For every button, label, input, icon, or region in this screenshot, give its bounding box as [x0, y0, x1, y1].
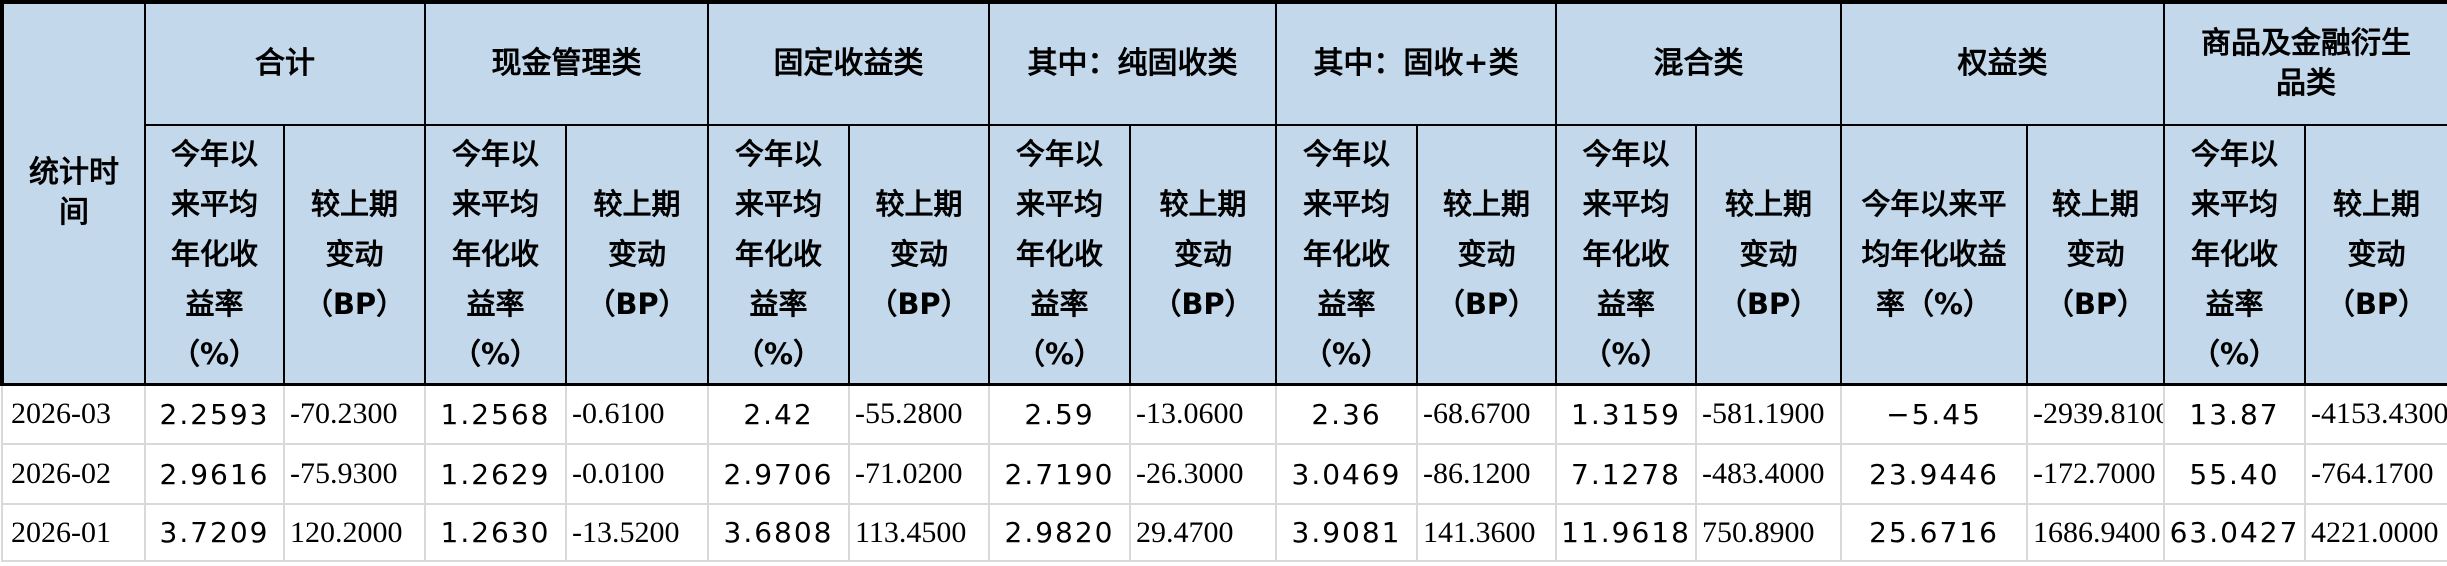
cell-bp[interactable]: -55.2800	[848, 383, 990, 445]
subheader-bp-total[interactable]: 较上期 变动 （BP）	[283, 124, 426, 386]
cell-bp[interactable]: -172.7000	[2026, 443, 2166, 505]
row-date[interactable]: 2026-03	[1, 383, 146, 445]
subheader-bp-fixed-plus[interactable]: 较上期 变动 （BP）	[1415, 124, 1558, 386]
cell-bp[interactable]: -4153.4300	[2304, 383, 2447, 445]
cell-bp[interactable]: -13.0600	[1129, 383, 1277, 445]
table-row-2026-01: 2026-01 3.7209 120.2000 1.2630 -13.5200 …	[1, 503, 2447, 562]
cell-yield[interactable]: 3.6808	[707, 503, 850, 562]
sub-header-row: 今年以 来平均 年化收 益率 （%） 较上期 变动 （BP） 今年以 来平均 年…	[2, 124, 2447, 386]
cell-yield[interactable]: 2.9616	[144, 443, 285, 505]
table-row-2026-02: 2026-02 2.9616 -75.9300 1.2629 -0.0100 2…	[1, 443, 2447, 505]
subheader-bp-mixed[interactable]: 较上期 变动 （BP）	[1695, 124, 1843, 386]
cell-bp[interactable]: -71.0200	[848, 443, 990, 505]
table-header: 统计时 间 合计 现金管理类 固定收益类 其中：纯固收类 其中：固收+类 混合类…	[0, 0, 2447, 386]
cell-yield[interactable]: 1.2630	[424, 503, 567, 562]
cell-yield[interactable]: 3.0469	[1275, 443, 1418, 505]
cell-yield[interactable]: 55.40	[2163, 443, 2307, 505]
group-header-pure-fixed-income[interactable]: 其中：纯固收类	[988, 0, 1277, 126]
cell-bp[interactable]: -0.6100	[565, 383, 709, 445]
cell-yield[interactable]: 1.2568	[424, 383, 567, 445]
cell-yield[interactable]: 25.6716	[1840, 503, 2029, 562]
cell-bp[interactable]: -68.6700	[1415, 383, 1558, 445]
row-date[interactable]: 2026-01	[1, 503, 146, 562]
subheader-yield-mixed[interactable]: 今年以 来平均 年化收 益率 （%）	[1555, 124, 1698, 386]
subheader-bp-pure-fixed[interactable]: 较上期 变动 （BP）	[1129, 124, 1277, 386]
subheader-bp-fixed[interactable]: 较上期 变动 （BP）	[848, 124, 990, 386]
cell-yield[interactable]: 13.87	[2163, 383, 2307, 445]
cell-yield[interactable]: 2.9820	[988, 503, 1131, 562]
cell-yield[interactable]: 2.59	[988, 383, 1131, 445]
subheader-yield-cash[interactable]: 今年以 来平均 年化收 益率 （%）	[424, 124, 567, 386]
corner-header-stat-time[interactable]: 统计时 间	[0, 0, 146, 386]
group-header-row: 统计时 间 合计 现金管理类 固定收益类 其中：纯固收类 其中：固收+类 混合类…	[0, 0, 2447, 386]
cell-yield[interactable]: 3.9081	[1275, 503, 1418, 562]
subheader-bp-cash[interactable]: 较上期 变动 （BP）	[565, 124, 709, 386]
group-header-cash-management[interactable]: 现金管理类	[424, 0, 709, 126]
table-body: 2026-03 2.2593 -70.2300 1.2568 -0.6100 2…	[1, 383, 2447, 562]
cell-bp[interactable]: -86.1200	[1415, 443, 1558, 505]
group-header-derivatives[interactable]: 商品及金融衍生 品类	[2163, 0, 2447, 126]
group-header-fixed-income[interactable]: 固定收益类	[707, 0, 990, 126]
group-header-mixed[interactable]: 混合类	[1555, 0, 1843, 126]
cell-yield[interactable]: 2.9706	[707, 443, 850, 505]
cell-yield[interactable]: 1.3159	[1555, 383, 1698, 445]
cell-bp[interactable]: -13.5200	[565, 503, 709, 562]
cell-yield[interactable]: 11.9618	[1555, 503, 1698, 562]
cell-bp[interactable]: -0.0100	[565, 443, 709, 505]
cell-bp[interactable]: -581.1900	[1695, 383, 1843, 445]
cell-yield[interactable]: 1.2629	[424, 443, 567, 505]
row-date[interactable]: 2026-02	[1, 443, 146, 505]
subheader-yield-fixed[interactable]: 今年以 来平均 年化收 益率 （%）	[707, 124, 850, 386]
group-header-total[interactable]: 合计	[144, 0, 426, 126]
cell-yield[interactable]: −5.45	[1840, 383, 2029, 445]
group-header-fixed-income-plus[interactable]: 其中：固收+类	[1274, 0, 1558, 126]
cell-bp[interactable]: 4221.0000	[2304, 503, 2447, 562]
cell-bp[interactable]: 120.2000	[283, 503, 426, 562]
subheader-yield-equity[interactable]: 今年以来平 均年化收益 率（%）	[1840, 124, 2029, 386]
cell-bp[interactable]: -483.4000	[1695, 443, 1843, 505]
cell-bp[interactable]: -26.3000	[1129, 443, 1277, 505]
subheader-bp-derivatives[interactable]: 较上期 变动 （BP）	[2304, 124, 2447, 386]
cell-bp[interactable]: -764.1700	[2304, 443, 2447, 505]
subheader-yield-total[interactable]: 今年以 来平均 年化收 益率 （%）	[144, 124, 285, 386]
subheader-yield-derivatives[interactable]: 今年以 来平均 年化收 益率 （%）	[2163, 124, 2307, 386]
subheader-bp-equity[interactable]: 较上期 变动 （BP）	[2026, 124, 2166, 386]
cell-bp[interactable]: -2939.8100	[2026, 383, 2166, 445]
cell-yield[interactable]: 3.7209	[144, 503, 285, 562]
cell-yield[interactable]: 2.42	[707, 383, 850, 445]
cell-yield[interactable]: 2.36	[1275, 383, 1418, 445]
cell-bp[interactable]: -70.2300	[283, 383, 426, 445]
cell-yield[interactable]: 2.2593	[144, 383, 285, 445]
cell-yield[interactable]: 2.7190	[988, 443, 1131, 505]
cell-bp[interactable]: 141.3600	[1415, 503, 1558, 562]
subheader-yield-fixed-plus[interactable]: 今年以 来平均 年化收 益率 （%）	[1275, 124, 1418, 386]
group-header-equity[interactable]: 权益类	[1840, 0, 2166, 126]
table-row-2026-03: 2026-03 2.2593 -70.2300 1.2568 -0.6100 2…	[1, 383, 2447, 445]
cell-bp[interactable]: 750.8900	[1695, 503, 1843, 562]
cell-bp[interactable]: -75.9300	[283, 443, 426, 505]
cell-bp[interactable]: 113.4500	[848, 503, 990, 562]
cell-yield[interactable]: 23.9446	[1840, 443, 2029, 505]
cell-bp[interactable]: 1686.9400	[2026, 503, 2166, 562]
cell-bp[interactable]: 29.4700	[1129, 503, 1277, 562]
subheader-yield-pure-fixed[interactable]: 今年以 来平均 年化收 益率 （%）	[988, 124, 1131, 386]
cell-yield[interactable]: 7.1278	[1555, 443, 1698, 505]
cell-yield[interactable]: 63.0427	[2163, 503, 2307, 562]
